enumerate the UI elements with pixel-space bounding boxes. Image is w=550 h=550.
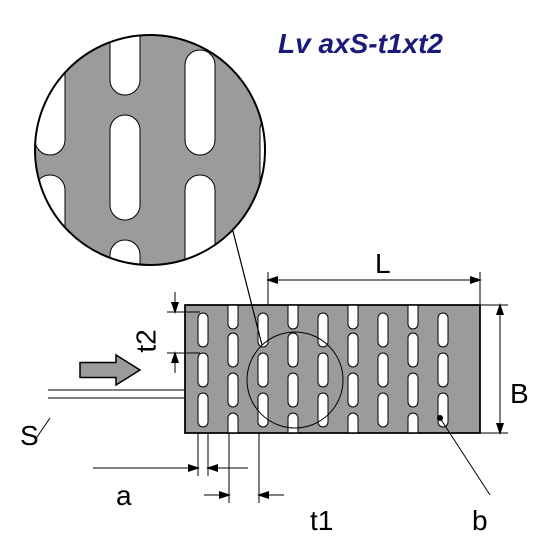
label-a: a xyxy=(116,480,132,512)
label-t1: t1 xyxy=(310,505,333,537)
label-b: b xyxy=(472,505,488,537)
label-t2: t2 xyxy=(131,329,163,352)
label-L: L xyxy=(375,248,391,280)
diagram-title: Lv axS-t1xt2 xyxy=(278,28,443,60)
label-B: B xyxy=(510,378,529,410)
label-S: S xyxy=(20,420,39,452)
diagram-canvas xyxy=(0,0,550,550)
